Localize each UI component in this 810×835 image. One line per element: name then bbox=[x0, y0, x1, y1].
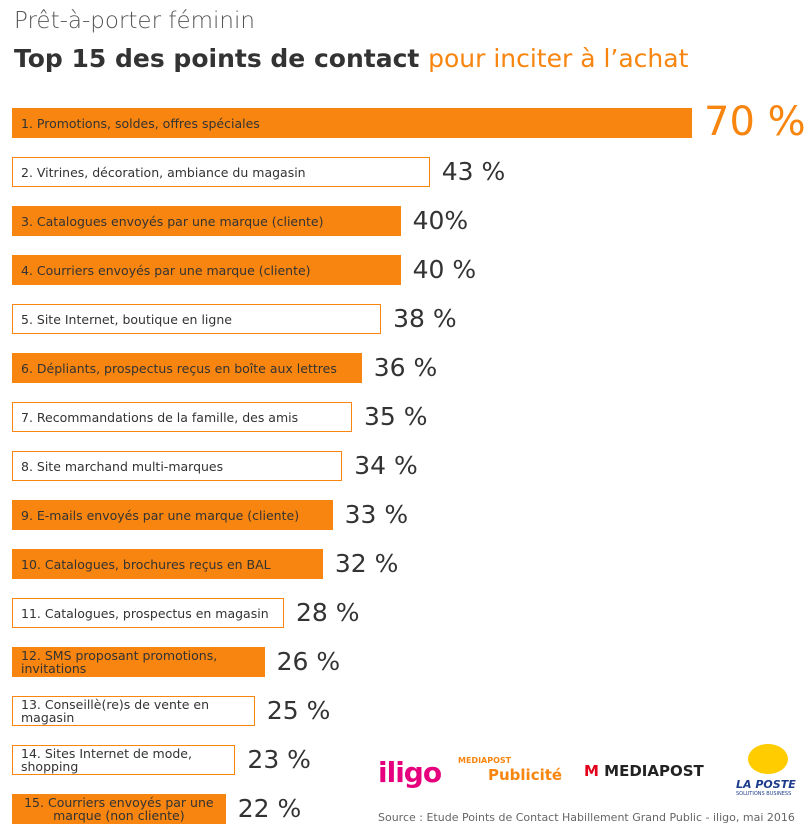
value-label: 35 % bbox=[364, 402, 428, 431]
value-label: 28 % bbox=[296, 598, 360, 627]
bar-label: 7. Recommandations de la famille, des am… bbox=[21, 409, 299, 425]
subtitle: Prêt-à-porter féminin bbox=[14, 8, 255, 34]
value-label: 34 % bbox=[354, 451, 418, 480]
value-label: 23 % bbox=[247, 745, 311, 774]
logo-laposte: LA POSTE bbox=[736, 778, 796, 791]
bar: 1. Promotions, soldes, offres spéciales bbox=[12, 108, 692, 138]
bar-label: 9. E-mails envoyés par une marque (clien… bbox=[21, 507, 300, 523]
bar-label: 3. Catalogues envoyés par une marque (cl… bbox=[21, 213, 324, 229]
logo-publicite: Publicité bbox=[488, 766, 563, 784]
bar: 12. SMS proposant promotions, invitation… bbox=[12, 647, 265, 677]
bar: 11. Catalogues, prospectus en magasin bbox=[12, 598, 284, 628]
bar-label: 14. Sites Internet de mode, shopping bbox=[21, 746, 192, 774]
bar-label: 6. Dépliants, prospectus reçus en boîte … bbox=[21, 360, 337, 376]
bar-label: 4. Courriers envoyés par une marque (cli… bbox=[21, 262, 311, 278]
value-label: 22 % bbox=[237, 794, 302, 823]
bar: 6. Dépliants, prospectus reçus en boîte … bbox=[12, 353, 362, 383]
logo-laposte-sub: SOLUTIONS BUSINESS bbox=[736, 791, 792, 797]
bar-label: 1. Promotions, soldes, offres spéciales bbox=[21, 115, 260, 131]
value-label: 40 % bbox=[412, 255, 477, 284]
bar: 2. Vitrines, décoration, ambiance du mag… bbox=[12, 157, 430, 187]
title-highlight: pour inciter à l’achat bbox=[428, 44, 689, 73]
bar-label: 10. Catalogues, brochures reçus en BAL bbox=[21, 556, 271, 572]
logo-iligo: iligo bbox=[378, 756, 442, 789]
bar-label: 2. Vitrines, décoration, ambiance du mag… bbox=[21, 164, 306, 180]
bar-label: 13. Conseillè(re)s de vente en magasin bbox=[21, 697, 210, 725]
logo-laposte-icon bbox=[748, 744, 788, 774]
bar: 15. Courriers envoyés par une marque (no… bbox=[12, 794, 226, 824]
value-label: 40% bbox=[412, 206, 469, 235]
source: Source : Etude Points de Contact Habille… bbox=[378, 811, 795, 824]
title-wrap: Top 15 des points de contact pour incite… bbox=[14, 44, 688, 73]
bar: 14. Sites Internet de mode, shopping bbox=[12, 745, 236, 775]
value-label: 26 % bbox=[276, 647, 341, 676]
bar-label: 11. Catalogues, prospectus en magasin bbox=[21, 605, 269, 621]
value-label: 33 % bbox=[344, 500, 409, 529]
value-label: 32 % bbox=[334, 549, 399, 578]
bar: 3. Catalogues envoyés par une marque (cl… bbox=[12, 206, 401, 236]
value-label: 25 % bbox=[266, 696, 331, 725]
bar: 13. Conseillè(re)s de vente en magasin bbox=[12, 696, 255, 726]
title: Top 15 des points de contact bbox=[14, 44, 420, 73]
bar: 7. Recommandations de la famille, des am… bbox=[12, 402, 352, 432]
bar: 10. Catalogues, brochures reçus en BAL bbox=[12, 549, 323, 579]
bar-label: 8. Site marchand multi-marques bbox=[21, 458, 224, 474]
logo-mediapost-text: MEDIAPOST bbox=[604, 762, 704, 780]
logo-mediapost: M MEDIAPOST bbox=[584, 762, 704, 780]
bar: 9. E-mails envoyés par une marque (clien… bbox=[12, 500, 333, 530]
bar: 8. Site marchand multi-marques bbox=[12, 451, 343, 481]
logo-mediapost-pub: MEDIAPOST bbox=[458, 756, 512, 765]
value-label: 36 % bbox=[373, 353, 438, 382]
bar-label: 5. Site Internet, boutique en ligne bbox=[21, 311, 232, 327]
value-label: 43 % bbox=[441, 157, 506, 186]
value-label: 70 % bbox=[704, 99, 806, 145]
bar-label: 15. Courriers envoyés par une marque (no… bbox=[24, 795, 214, 823]
bar: 4. Courriers envoyés par une marque (cli… bbox=[12, 255, 401, 285]
bar-label: 12. SMS proposant promotions, invitation… bbox=[21, 648, 218, 676]
value-label: 38 % bbox=[393, 304, 457, 333]
bar: 5. Site Internet, boutique en ligne bbox=[12, 304, 382, 334]
